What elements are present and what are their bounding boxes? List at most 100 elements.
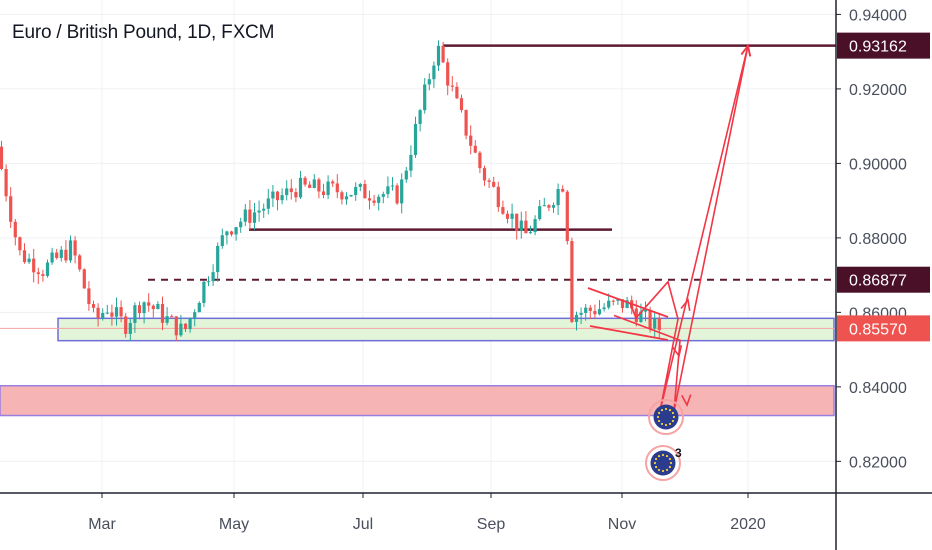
candle-body — [225, 231, 229, 236]
x-tick-label: Mar — [88, 516, 116, 533]
candle-body — [9, 196, 13, 222]
arrow-head — [680, 298, 691, 311]
candle-body — [170, 316, 174, 318]
price-tag-bg — [837, 32, 930, 59]
eu-star — [665, 454, 669, 458]
eu-flag-icon — [650, 450, 676, 476]
y-tick-label: 0.82000 — [849, 454, 907, 471]
candle-body — [653, 318, 657, 329]
candle-body — [78, 255, 82, 270]
candle-body — [133, 305, 137, 323]
candle-body — [87, 288, 91, 305]
drawings-layer — [587, 43, 752, 412]
eu-star — [668, 408, 672, 412]
candle-body — [110, 312, 114, 317]
candle-body — [639, 311, 643, 322]
eu-star — [653, 461, 657, 465]
candle-body — [55, 252, 59, 258]
eu-star — [657, 419, 661, 423]
candle-body — [390, 185, 395, 187]
candle-body — [234, 227, 238, 235]
demand-zone — [0, 384, 835, 417]
candle-body — [515, 213, 519, 231]
candle-body — [436, 45, 441, 66]
candle-body — [358, 184, 362, 187]
candle-body — [519, 220, 523, 231]
candle-body — [262, 208, 266, 211]
candle-body — [73, 240, 77, 256]
support-zone — [57, 317, 835, 342]
candle-body — [413, 124, 418, 155]
candle-body — [137, 305, 142, 314]
eu-star — [668, 457, 672, 461]
candle-body — [335, 183, 339, 193]
candle-body — [344, 196, 349, 200]
x-tick-label: 2020 — [730, 516, 766, 533]
eu-event-badge — [648, 399, 684, 435]
candle-body — [547, 205, 551, 208]
candle-body — [551, 205, 556, 208]
candle-body — [579, 312, 583, 315]
candle-body — [114, 307, 119, 317]
candle-body — [349, 195, 353, 197]
candle-body — [340, 192, 344, 200]
candle-body — [4, 169, 8, 197]
levels-layer — [0, 44, 836, 329]
candle-body — [50, 252, 54, 263]
candle-body — [528, 232, 533, 234]
candle-body — [367, 198, 372, 201]
candle-body — [193, 312, 197, 319]
candle-body — [469, 135, 473, 146]
candle-body — [464, 110, 468, 136]
eu-star — [671, 419, 675, 423]
eu-star — [661, 469, 665, 473]
candle-body — [418, 110, 422, 125]
candle-body — [556, 188, 560, 206]
candle-body — [542, 205, 546, 207]
candle-body — [22, 250, 27, 263]
candle-body — [64, 249, 68, 261]
candle-body — [473, 145, 477, 153]
grid — [0, 0, 836, 493]
candle-body — [459, 98, 464, 111]
candle-body — [156, 303, 160, 310]
wedge-upper-line — [587, 287, 669, 318]
eu-star — [665, 468, 669, 472]
candle-body — [427, 79, 431, 85]
candle-body — [620, 299, 625, 308]
candle-body — [648, 309, 652, 329]
y-tick-label: 0.84000 — [849, 380, 907, 397]
candle-body — [142, 302, 146, 314]
price-tag: 0.86877 — [837, 266, 930, 293]
candle-body — [312, 179, 316, 188]
arrow-head — [681, 394, 692, 407]
candle-body — [36, 272, 40, 275]
candle-body — [289, 188, 293, 193]
eu-star — [671, 411, 675, 415]
candle-body — [455, 86, 459, 99]
candle-body — [13, 221, 17, 238]
x-tick-label: Nov — [608, 516, 636, 533]
x-tick-label: Sep — [477, 516, 506, 533]
eu-star — [656, 415, 660, 419]
candle-body — [124, 316, 128, 334]
candle-body — [257, 210, 261, 213]
candle-body — [27, 258, 31, 263]
candle-body — [298, 177, 303, 198]
eu-star — [654, 465, 658, 469]
candle-body — [570, 241, 574, 322]
candles-layer — [0, 40, 661, 342]
eu-flag-icon — [653, 404, 679, 430]
price-tag-bg — [837, 315, 930, 342]
candle-body — [206, 281, 211, 283]
events-layer: 3 — [645, 399, 684, 481]
candle-body — [96, 307, 100, 318]
candle-body — [643, 309, 648, 312]
x-tick-label: May — [219, 516, 249, 533]
candle-body — [183, 323, 188, 330]
event-badge-count: 3 — [675, 446, 682, 460]
candle-body — [280, 195, 284, 201]
candle-body — [616, 299, 620, 301]
